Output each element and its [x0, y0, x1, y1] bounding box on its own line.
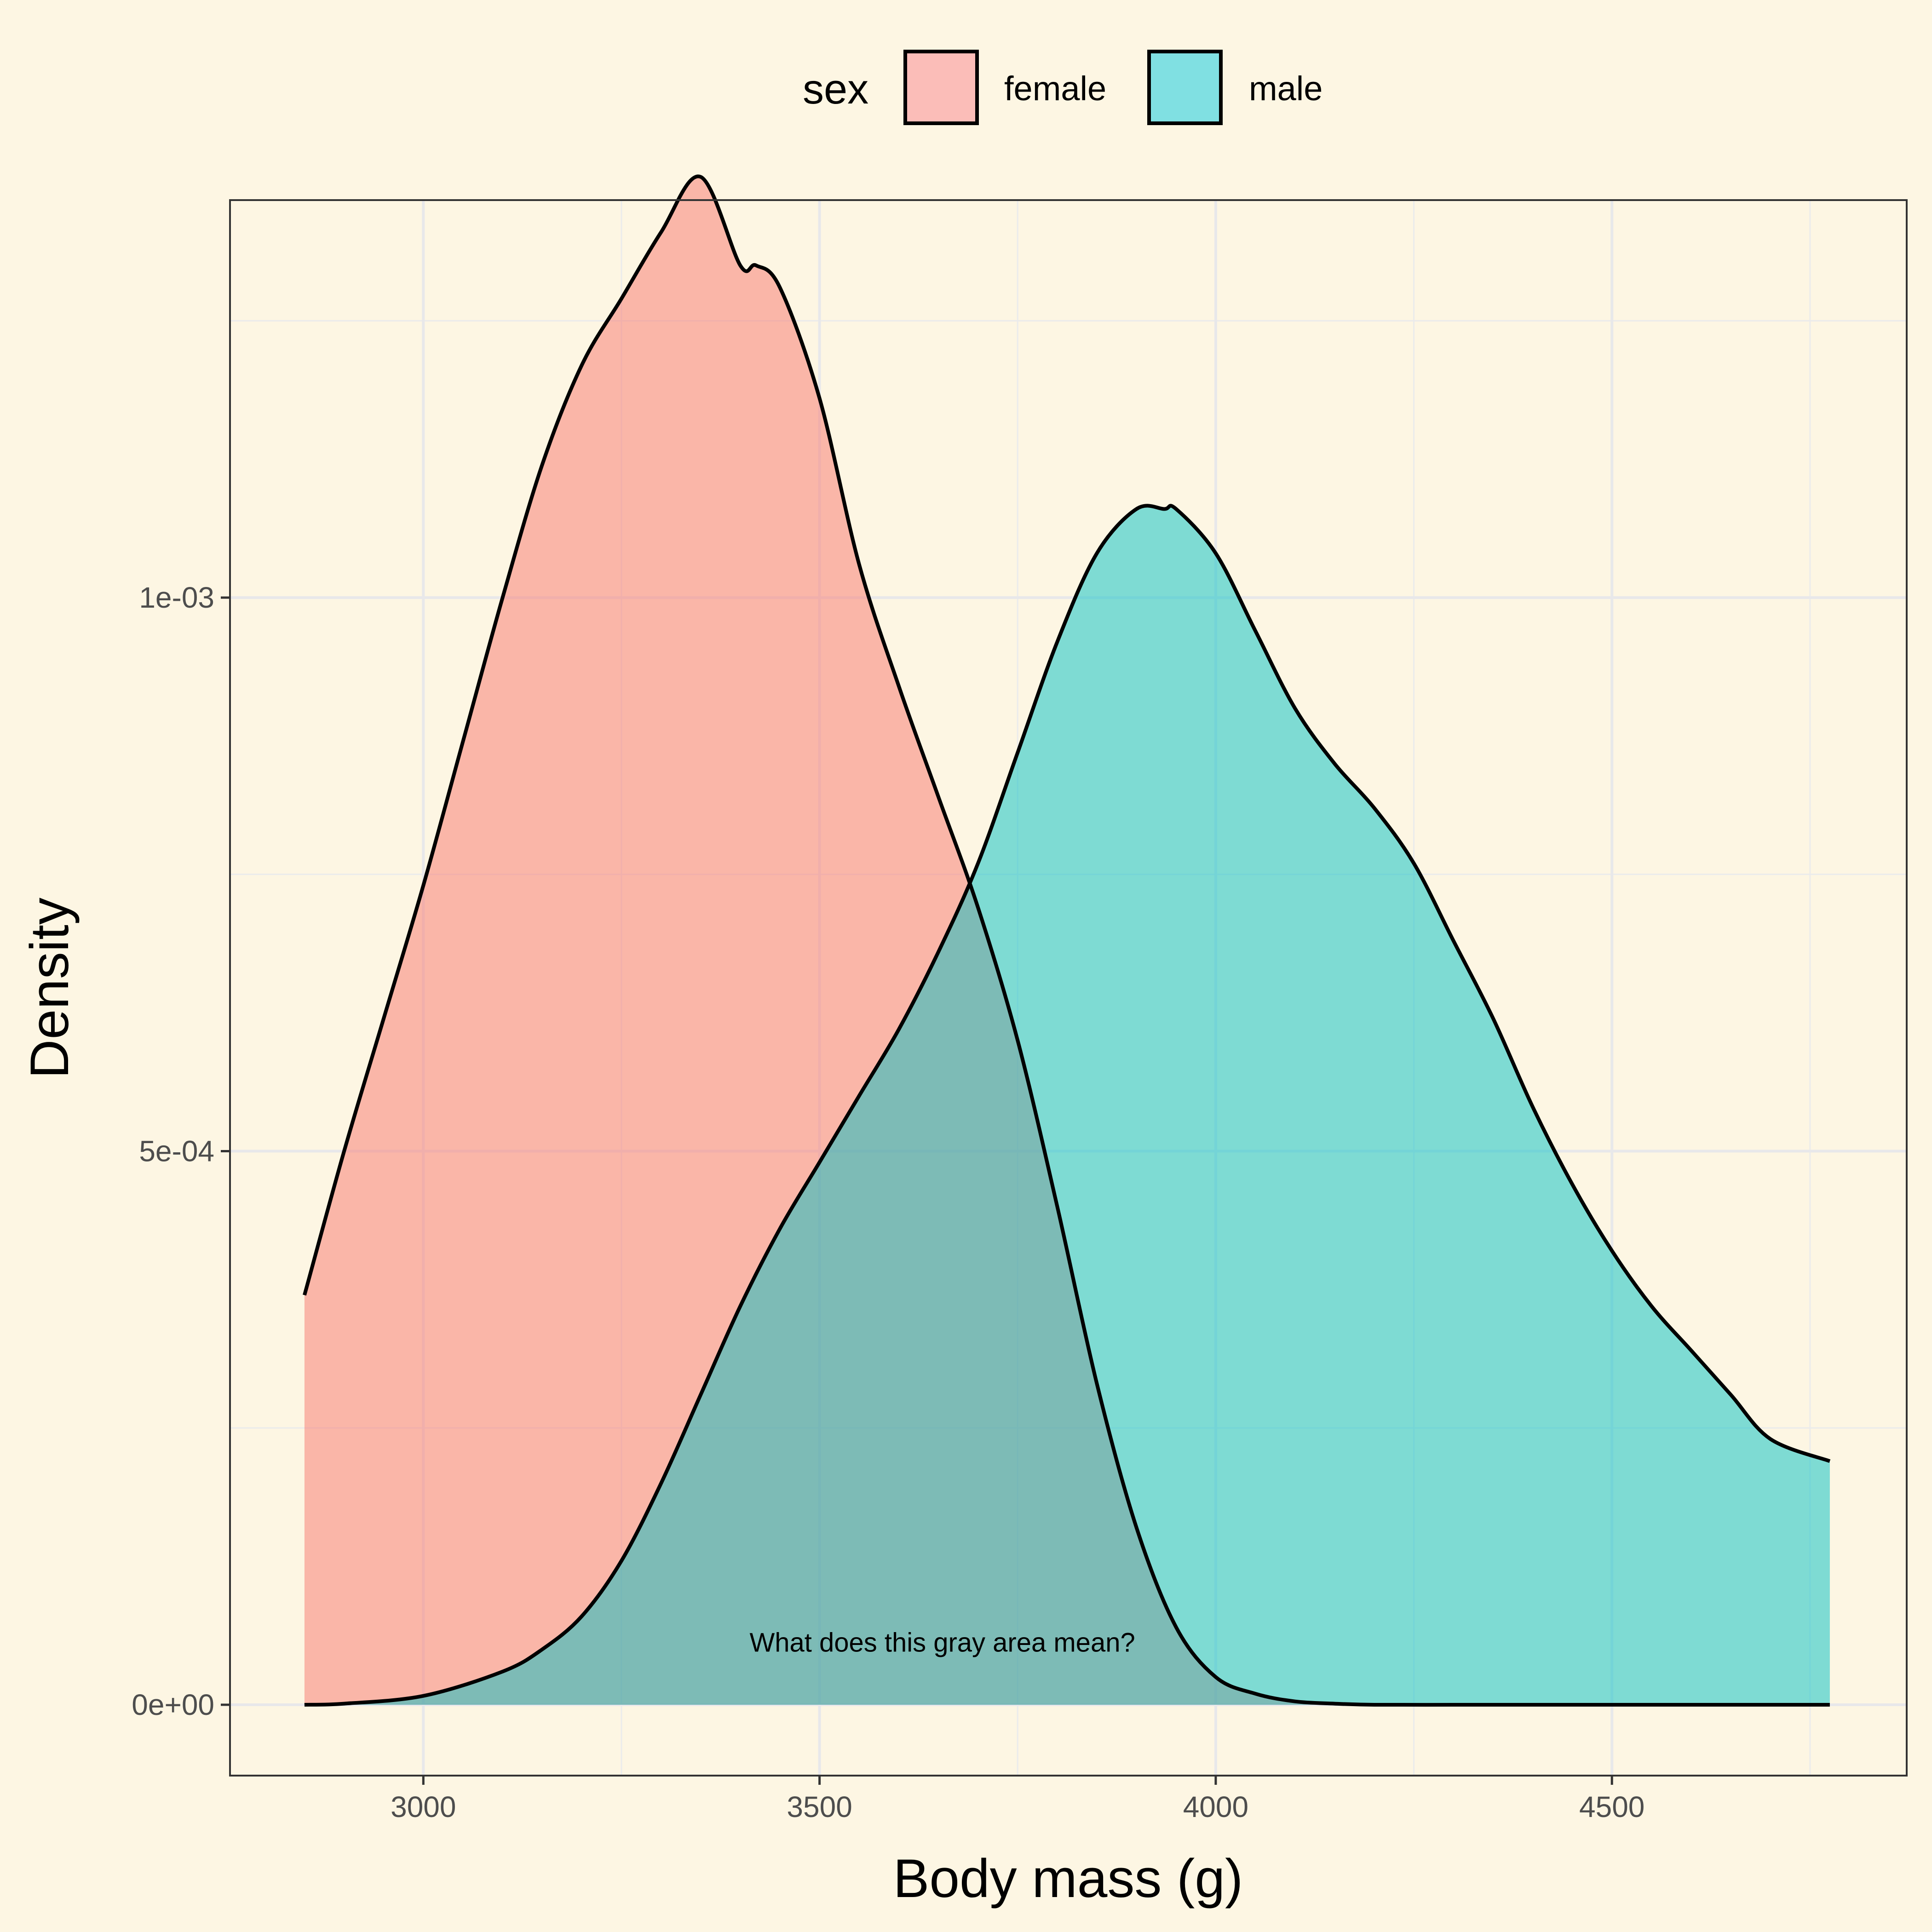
- x-axis-title: Body mass (g): [893, 1848, 1243, 1909]
- y-tick-label: 1e-03: [139, 581, 214, 614]
- plot-panel: What does this gray area mean?: [229, 174, 1908, 1777]
- density-area-female: [304, 176, 1830, 1705]
- density-areas: [304, 176, 1830, 1705]
- x-tick-label: 3000: [391, 1790, 456, 1823]
- legend-label-male: male: [1249, 69, 1322, 108]
- legend-key-female: [903, 50, 979, 125]
- y-tick-label: 0e+00: [132, 1688, 214, 1721]
- density-line-female: [303, 174, 1830, 1707]
- density-lines: [303, 174, 1831, 1707]
- x-tick-label: 4500: [1579, 1790, 1644, 1823]
- legend-label-female: female: [1004, 69, 1106, 108]
- density-area-male: [304, 506, 1830, 1705]
- x-tick-label: 3500: [787, 1790, 852, 1823]
- annotation-text: What does this gray area mean?: [749, 1627, 1135, 1657]
- legend: sex female male: [803, 50, 1322, 125]
- density-line-male: [304, 504, 1831, 1707]
- y-axis: 0e+00 5e-04 1e-03: [132, 581, 230, 1721]
- legend-key-male: [1147, 50, 1223, 125]
- x-tick-label: 4000: [1183, 1790, 1248, 1823]
- panel-border: [229, 199, 1908, 1777]
- x-axis: 3000 3500 4000 4500: [391, 1776, 1644, 1823]
- legend-title: sex: [803, 66, 868, 113]
- y-axis-title: Density: [19, 897, 80, 1078]
- y-tick-label: 5e-04: [139, 1135, 214, 1168]
